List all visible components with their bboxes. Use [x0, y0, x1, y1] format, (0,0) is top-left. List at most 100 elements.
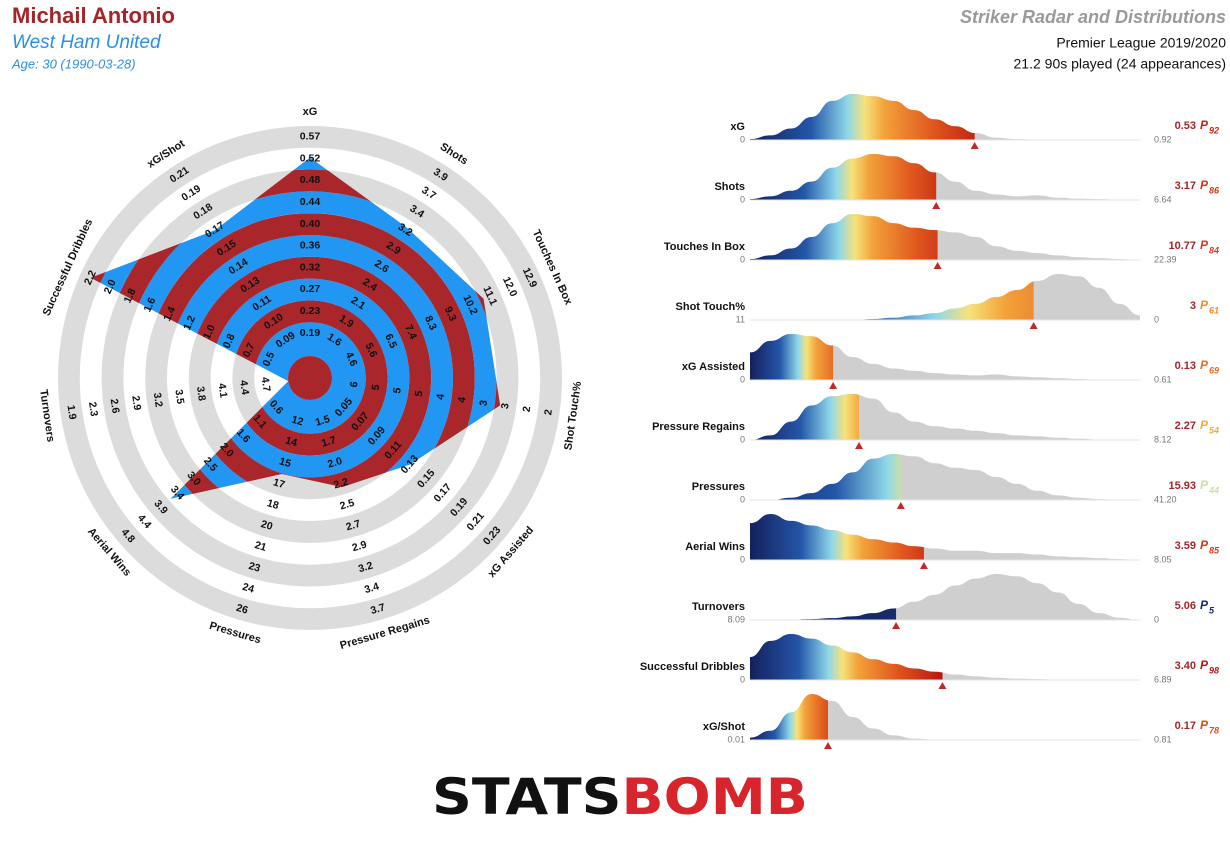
- radar-tick-label: 21: [253, 539, 268, 554]
- min-label: 8.09: [727, 614, 745, 624]
- radar-tick-label: 4: [456, 396, 469, 404]
- radar-tick-label: 8.3: [422, 314, 439, 332]
- density-filled: [750, 334, 834, 380]
- value-marker: [829, 382, 838, 389]
- radar-tick-label: 6.5: [382, 332, 399, 350]
- radar-tick-label: 9.3: [442, 305, 459, 323]
- min-label: 0: [740, 254, 745, 264]
- radar-tick-label: 12.0: [500, 275, 519, 299]
- min-label: 0: [740, 434, 745, 444]
- radar-tick-label: 3: [477, 399, 490, 407]
- radar-tick-label: 0.48: [300, 174, 321, 186]
- value-label: 3.59: [1175, 540, 1196, 552]
- value-marker: [932, 202, 941, 209]
- logo-left: STATS: [432, 768, 621, 826]
- percentile: 44: [1208, 485, 1219, 495]
- logo: STATS BOMB: [432, 768, 808, 826]
- age: Age: 30 (1990-03-28): [11, 56, 136, 71]
- max-label: 8.05: [1154, 554, 1172, 564]
- radar-tick-label: 24: [241, 581, 256, 596]
- radar-tick-label: 5: [370, 384, 383, 392]
- density-filled: [750, 694, 828, 740]
- min-label: 0: [740, 134, 745, 144]
- value-marker: [1029, 322, 1038, 329]
- radar-tick-label: 4.1: [216, 382, 230, 398]
- percentile: 54: [1209, 425, 1219, 435]
- radar-tick-label: 18: [266, 497, 281, 512]
- value-marker: [970, 142, 979, 149]
- radar-tick-label: 23: [247, 560, 262, 575]
- max-label: 0: [1154, 314, 1159, 324]
- radar-tick-label: 0.7: [241, 341, 258, 359]
- density-filled: [750, 514, 924, 560]
- percentile-prefix: P: [1200, 178, 1209, 192]
- density-filled: [750, 154, 937, 200]
- min-label: 0: [740, 374, 745, 384]
- percentile: 92: [1209, 125, 1219, 135]
- radar-tick-label: 3.7: [419, 184, 438, 202]
- percentile-prefix: P: [1200, 478, 1209, 492]
- radar-tick-label: 1.9: [64, 404, 78, 420]
- percentile-prefix: P: [1200, 538, 1209, 552]
- radar-tick-label: 0.27: [300, 283, 321, 295]
- radar-tick-label: 0.36: [300, 240, 321, 252]
- radar-tick-label: 12: [290, 414, 305, 429]
- value-marker: [933, 262, 942, 269]
- row-label: Turnovers: [692, 601, 745, 613]
- percentile: 86: [1209, 185, 1220, 195]
- density-filled: [750, 608, 897, 620]
- value-label: 0.53: [1175, 120, 1196, 132]
- density-curve: [750, 334, 1140, 380]
- radar-tick-label: 2.6: [108, 398, 122, 414]
- value-marker: [896, 502, 905, 509]
- radar-tick-label: 2.5: [338, 497, 356, 513]
- percentile-prefix: P: [1200, 658, 1209, 672]
- radar-tick-label: 2.9: [351, 539, 369, 555]
- radar-shape: [90, 157, 501, 499]
- radar-tick-label: 0.23: [300, 305, 321, 317]
- percentile-prefix: P: [1200, 298, 1209, 312]
- min-label: 0: [740, 494, 745, 504]
- radar-tick-label: 1.8: [122, 287, 139, 305]
- percentile: 98: [1209, 665, 1219, 675]
- radar-tick-label: 3.7: [369, 601, 387, 617]
- player-name: Michail Antonio: [12, 3, 175, 28]
- max-label: 0.81: [1154, 734, 1172, 744]
- radar-tick-label: 0.19: [300, 327, 321, 339]
- radar-tick-label: 2.0: [326, 455, 344, 471]
- radar-tick-label: 17: [272, 476, 287, 491]
- radar-tick-label: 0.32: [300, 261, 321, 273]
- value-label: 3.17: [1175, 180, 1196, 192]
- value-label: 5.06: [1175, 600, 1196, 612]
- team-name: West Ham United: [12, 32, 162, 53]
- title: Striker Radar and Distributions: [960, 7, 1226, 27]
- percentile-prefix: P: [1200, 598, 1209, 612]
- radar-tick-label: 0.40: [300, 218, 321, 230]
- radar-tick-label: 4.4: [135, 512, 154, 531]
- radar-tick-label: 2.2: [82, 268, 99, 286]
- max-label: 0.61: [1154, 374, 1172, 384]
- density-filled: [750, 214, 938, 260]
- radar-axis-label: Turnovers: [37, 389, 56, 443]
- radar-axis-label: xG: [303, 106, 318, 118]
- radar-tick-label: 0.5: [260, 350, 277, 368]
- radar-tick-label: 3.5: [172, 389, 186, 405]
- radar-tick-label: 4.7: [259, 376, 273, 392]
- minutes: 21.2 90s played (24 appearances): [1014, 56, 1226, 72]
- value-marker: [919, 562, 928, 569]
- radar-tick-label: 0.52: [300, 152, 321, 164]
- radar-tick-label: 4.4: [237, 379, 251, 395]
- radar-tick-label: 2.3: [86, 401, 100, 417]
- row-label: Pressures: [692, 481, 745, 493]
- radar-tick-label: 0.57: [300, 131, 321, 143]
- min-label: 0.01: [727, 734, 745, 744]
- radar-tick-label: 15: [278, 455, 293, 470]
